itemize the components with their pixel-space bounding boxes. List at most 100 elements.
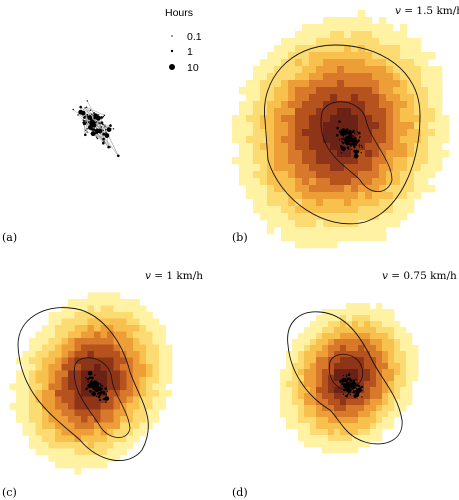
panel-b-heat-cell [407,108,415,116]
panel-d-heat-cell [406,339,413,346]
panel-d-heat-cell [364,423,371,430]
panel-b-heat-cell [288,59,296,67]
panel-d-heat-cell [334,423,341,430]
panel-b-heat-cell [372,171,380,179]
panel-c-heat-cell [42,396,49,404]
panel-b-heat-cell [344,73,352,81]
panel-b-heat-cell [421,59,429,67]
panel-c-heat-cell [126,299,134,306]
panel-c-heat-cell [61,435,69,443]
panel-a-node [109,146,111,148]
panel-c-point [98,398,102,402]
panel-c-heat-cell [94,409,101,417]
panel-b-heat-cell [386,206,394,214]
panel-a-node [96,132,98,135]
panel-c-point [89,390,92,393]
panel-c-heat-cell [126,429,134,436]
panel-b-point [345,135,350,141]
panel-b-heat-cell [337,206,345,214]
panel-c-heat-cell [22,351,30,358]
panel-d-heat-cell [382,411,389,418]
panel-b-heat-cell [337,87,345,95]
panel-d-heat-cell [346,309,353,316]
panel-c-heat-cell [113,455,121,462]
panel-b-heat-cell [344,234,352,242]
panel-b-point [353,145,356,148]
panel-b-heat-cell [428,80,436,88]
panel-b-heat-cell [267,122,275,130]
panel-c-heat-cell [139,429,147,436]
panel-b-heat-cell [302,66,310,74]
panel-d-heat-cell [370,423,377,430]
panel-a-node [102,137,105,141]
panel-d-heat-cell [286,375,293,382]
panel-c-heat-cell [152,416,160,423]
panel-b-heat-cell [372,115,380,123]
panel-b-heat-cell [407,101,415,109]
panel-b-heat-cell [323,52,331,60]
legend-label-large: 10 [187,62,199,74]
panel-b-heat-cell [365,80,373,88]
panel-b-heat-cell [393,150,401,158]
panel-b-heat-cell [295,192,303,200]
panel-b-heat-cell [407,80,415,88]
panel-d-heat-cell [352,309,359,316]
panel-d-heat-cell [328,351,335,358]
panel-a-node [93,112,95,115]
panel-d-heat-cell [328,417,335,424]
panel-d-heat-cell [358,435,365,442]
panel-a-node [82,119,85,122]
panel-c-heat-cell [48,357,56,365]
panel-b-heat-cell [351,227,359,235]
panel-b-heat-cell [295,143,303,151]
panel-b-heat-cell [393,59,401,67]
panel-b-heat-cell [302,178,310,186]
panel-b-heat-cell [281,80,289,88]
panel-d-heat-cell [304,333,311,340]
panel-b-heat-cell [260,122,268,130]
panel-b-heat-cell [302,164,310,172]
panel-d-heat-cell [316,381,323,388]
panel-d-heat-cell [286,411,293,418]
panel-b-heat-cell [428,136,436,144]
panel-c-point [97,392,100,394]
panel-d-heat-cell [406,375,413,382]
panel-c-heat-cell [126,344,134,352]
panel-d-heat-cell [382,333,389,340]
panel-b-heat-cell [365,234,373,242]
panel-d-heat-cell [328,411,335,418]
panel-c-heat-cell [133,299,140,306]
panel-b-heat-cell [295,199,303,207]
panel-b-heat-cell [428,122,436,130]
panel-d-heat-cell [310,387,317,394]
panel-d-heat-cell [352,369,359,376]
panel-c-heat-cell [113,442,121,449]
panel-b-heat-cell [274,213,282,221]
panel-b-heat-cell [309,45,317,53]
panel-c-heat-cell [9,383,17,391]
panel-d-heat-cell [322,357,329,364]
panel-b-heat-cell [316,122,324,130]
panel-a-node [97,128,103,134]
panel-b-heat-cell [421,150,429,158]
panel-d-point [352,390,355,392]
panel-c-points [85,370,110,403]
panel-b-heat-cell [386,101,394,109]
panel-b-heat-cell [337,178,345,186]
panel-b-heat-cell [309,150,317,158]
panel-d-heat-cell [310,423,317,430]
panel-c-heat-cell [68,344,75,352]
panel-b-heat-cell [435,115,443,123]
panel-b-heat-cell [365,31,373,39]
panel-c-heat-cell [55,364,62,371]
panel-b-point [353,153,359,159]
panel-c-heat-cell [94,429,101,436]
panel-c-point [95,381,98,383]
panel-d-heat-cell [340,363,347,370]
panel-b-heat-cell [365,220,373,228]
panel-b-heat-cell [337,94,345,102]
panel-b-heat-cell [400,143,408,151]
panel-c-heat-cell [29,351,36,358]
panel-b-heat-cell [379,234,387,242]
panel-d-heat-cell [310,411,317,418]
